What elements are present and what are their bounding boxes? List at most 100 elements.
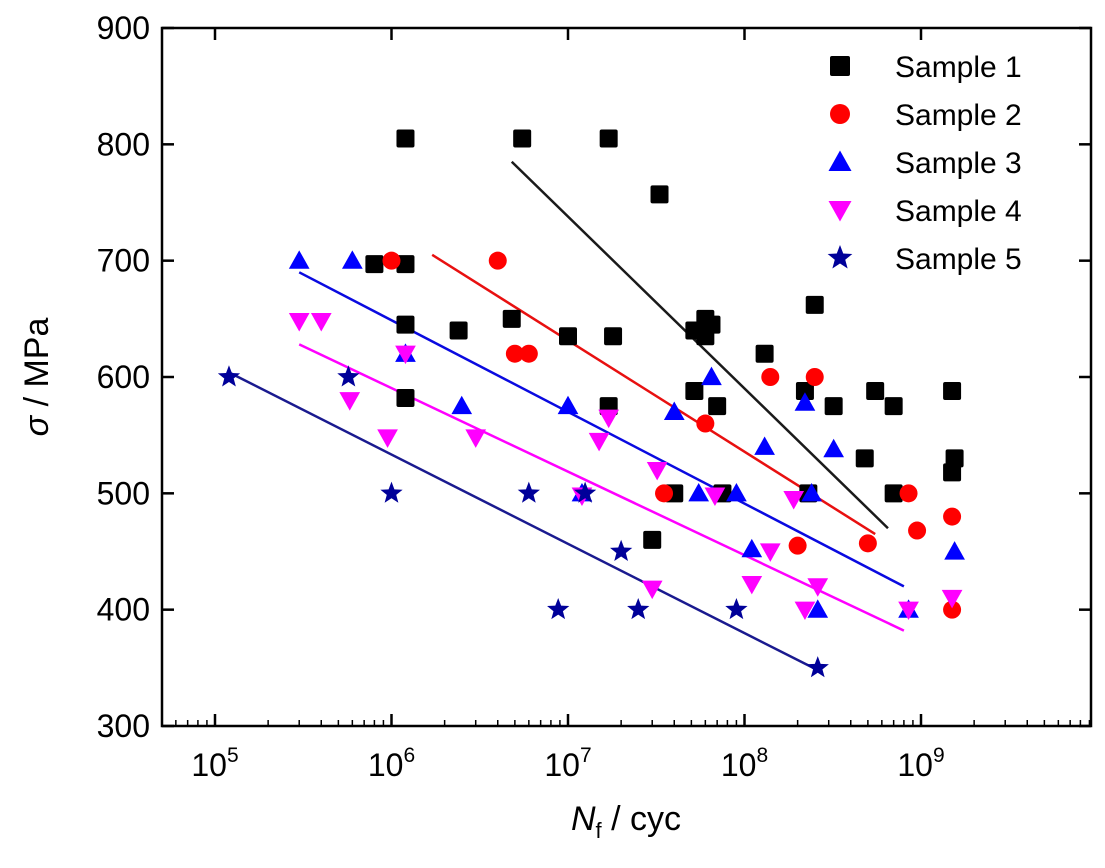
legend-marker-sample-2 [830,104,850,124]
data-point-sample-1 [824,397,843,416]
x-axis-label-sub: f [596,818,603,843]
data-point-sample-4 [310,313,332,332]
data-point-sample-4 [465,429,487,448]
legend-label-sample-1: Sample 1 [895,51,1022,84]
data-point-sample-3 [801,482,822,502]
x-tick-label: 106 [368,744,415,783]
data-point-sample-1 [945,449,964,468]
fit-line-sample-5 [228,371,819,672]
legend: Sample 1 Sample 2 Sample 3 Sample 4 Sample 5 [827,51,1022,276]
y-tick-label: 800 [97,126,150,162]
data-point-sample-3 [726,482,747,502]
data-point-sample-4 [741,575,763,595]
legend-marker-sample-3 [828,150,852,171]
data-point-sample-5 [806,656,829,678]
data-point-sample-3 [823,438,845,458]
y-axis-label-unit: / MPa [18,318,56,416]
legend-marker-sample-1 [830,56,850,76]
data-point-sample-4 [646,461,668,481]
data-point-sample-1 [502,309,521,328]
data-point-sample-1 [685,381,704,400]
y-tick-label: 300 [97,708,150,744]
fit-lines-group [228,160,905,672]
data-point-sample-2 [943,600,962,619]
data-point-sample-1 [855,449,874,468]
data-point-sample-4 [898,601,919,621]
legend-label-sample-3: Sample 3 [895,147,1022,180]
data-markers-group [217,129,965,678]
data-point-sample-1 [604,327,623,346]
data-point-sample-5 [547,597,570,620]
y-axis-label: σ / MPa [18,318,56,437]
x-tick-label: 107 [544,744,591,783]
data-point-sample-1 [943,463,962,482]
data-point-sample-5 [725,597,748,620]
data-point-sample-1 [513,129,532,148]
data-point-sample-3 [741,538,763,558]
data-point-sample-2 [382,251,401,270]
data-point-sample-3 [688,482,710,502]
data-point-sample-5 [627,597,650,620]
data-point-sample-1 [643,530,662,549]
data-point-sample-3 [341,250,363,269]
data-point-sample-1 [449,321,468,340]
data-point-sample-1 [943,381,962,400]
data-point-sample-3 [288,250,310,269]
data-point-sample-1 [755,344,774,363]
x-axis-label-main: N [571,800,596,838]
data-point-sample-2 [761,368,780,386]
data-point-sample-4 [704,487,726,507]
data-point-sample-3 [451,395,473,415]
data-point-sample-4 [783,491,805,510]
y-tick-label: 700 [97,243,150,279]
legend-marker-sample-4 [828,201,852,222]
y-tick-label: 600 [97,359,150,395]
data-point-sample-5 [380,481,403,503]
data-point-sample-2 [696,414,715,433]
data-point-sample-1 [708,397,727,416]
legend-label-sample-5: Sample 5 [895,243,1022,276]
y-tick-label: 900 [97,10,150,46]
data-point-sample-3 [754,436,775,455]
data-point-sample-2 [488,251,507,270]
data-point-sample-2 [505,344,524,363]
data-point-sample-3 [807,599,829,618]
fit-line-sample-3 [298,271,905,588]
legend-label-sample-2: Sample 2 [895,99,1022,132]
data-point-sample-4 [339,392,361,411]
data-point-sample-5 [573,481,597,503]
data-point-sample-2 [805,368,824,386]
x-axis-label-unit: / cyc [602,800,681,838]
data-point-sample-2 [943,507,962,526]
axis-ticks-group: 300 400 500 600 700 800 900 105 106 107 108 109 [97,10,1091,783]
y-axis-label-symbol: σ [18,414,56,436]
data-point-sample-3 [663,401,685,420]
data-point-sample-1 [396,315,415,334]
data-point-sample-3 [557,395,579,415]
data-point-sample-1 [866,381,885,400]
data-point-sample-5 [337,365,360,387]
data-point-sample-4 [377,429,398,448]
data-point-sample-1 [696,327,715,346]
data-point-sample-1 [650,185,669,204]
data-point-sample-2 [519,344,538,363]
data-point-sample-5 [217,365,241,387]
data-point-sample-4 [794,601,816,621]
x-axis-label: Nf / cyc [571,800,681,843]
data-point-sample-5 [610,539,633,561]
data-point-sample-1 [396,129,415,148]
data-point-sample-3 [701,366,722,386]
data-point-sample-1 [884,397,903,416]
data-point-sample-1 [559,327,577,346]
data-point-sample-1 [884,484,903,503]
data-point-sample-4 [641,580,663,600]
data-point-sample-1 [795,381,814,400]
data-point-sample-2 [788,536,807,555]
data-point-sample-3 [944,541,965,560]
data-point-sample-4 [288,313,310,332]
data-point-sample-1 [365,255,384,274]
y-tick-label: 400 [97,592,150,628]
data-point-sample-4 [759,543,781,562]
data-point-sample-4 [941,589,963,609]
